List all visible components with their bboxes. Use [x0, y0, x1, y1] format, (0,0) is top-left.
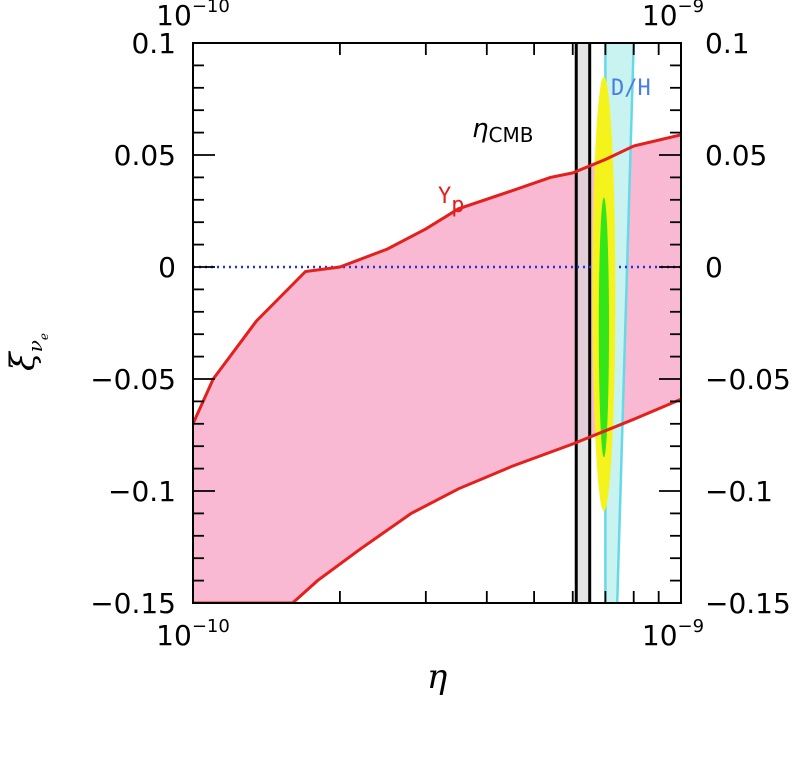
- y-tick-label-right: −0.05: [705, 363, 791, 396]
- cmb-label-main: η: [472, 114, 488, 144]
- yp-label: Yp: [438, 184, 465, 218]
- x-tick-label-top-base: 10: [642, 0, 678, 32]
- svg-text:ξνe: ξνe: [3, 333, 51, 371]
- x-tick-labels-bottom: 10−10 10−9: [156, 616, 704, 652]
- plot-area: [193, 43, 681, 603]
- yp-label-sub: p: [451, 193, 464, 218]
- x-tick-label-bottom-exponent: −10: [192, 616, 230, 637]
- cmb-band: [576, 43, 590, 603]
- y-tick-label-right: −0.1: [705, 475, 773, 508]
- y-tick-labels-right: 0.1 0.05 0 −0.05 −0.1 −0.15: [705, 27, 791, 620]
- ticks: [193, 42, 681, 604]
- x-tick-label-bottom: 10−10: [156, 616, 230, 652]
- y-axis-title-sub: ν: [23, 340, 47, 352]
- y-axis-title: ξνe: [3, 333, 51, 371]
- cmb-label: ηCMB: [472, 114, 533, 147]
- y-tick-label-right: −0.15: [705, 587, 791, 620]
- yp-label-main: Y: [438, 184, 451, 209]
- y-tick-label-right: 0.05: [705, 139, 767, 172]
- y-tick-label-left: −0.1: [108, 475, 176, 508]
- dh-label: D/H: [611, 76, 651, 101]
- cmb-label-sub: CMB: [488, 123, 533, 147]
- y-tick-label-left: 0: [158, 251, 176, 284]
- y-tick-label-right: 0: [705, 251, 723, 284]
- y-tick-label-right: 0.1: [705, 27, 750, 60]
- plot-frame: [192, 42, 682, 604]
- x-tick-labels-top: 10−10 10−9: [156, 0, 704, 32]
- x-tick-label-top-exponent: −9: [678, 0, 705, 17]
- x-tick-label-top-base: 10: [156, 0, 192, 32]
- x-tick-label-top-exponent: −10: [192, 0, 230, 17]
- y-tick-label-left: 0.05: [114, 139, 176, 172]
- yp-upper-line: [193, 133, 681, 425]
- yp-band: [193, 134, 681, 603]
- x-tick-label-bottom-exponent: −9: [678, 616, 705, 637]
- x-axis-title: η: [427, 657, 448, 697]
- contour-68: [598, 197, 610, 458]
- y-tick-label-left: −0.05: [90, 363, 176, 396]
- y-tick-label-left: 0.1: [131, 27, 176, 60]
- x-tick-label-bottom-base: 10: [642, 619, 678, 652]
- x-tick-label-bottom-base: 10: [156, 619, 192, 652]
- x-tick-label-top: 10−10: [156, 0, 230, 32]
- y-tick-labels-left: 0.1 0.05 0 −0.05 −0.1 −0.15: [90, 27, 176, 620]
- x-tick-label-bottom: 10−9: [642, 616, 704, 652]
- dh-band-right-edge: [615, 43, 635, 603]
- y-axis-title-main: ξ: [3, 350, 43, 371]
- y-axis-title-subsub: e: [37, 333, 51, 340]
- x-tick-label-top: 10−9: [642, 0, 704, 32]
- y-tick-label-left: −0.15: [90, 587, 176, 620]
- yp-lower-line: [193, 397, 681, 603]
